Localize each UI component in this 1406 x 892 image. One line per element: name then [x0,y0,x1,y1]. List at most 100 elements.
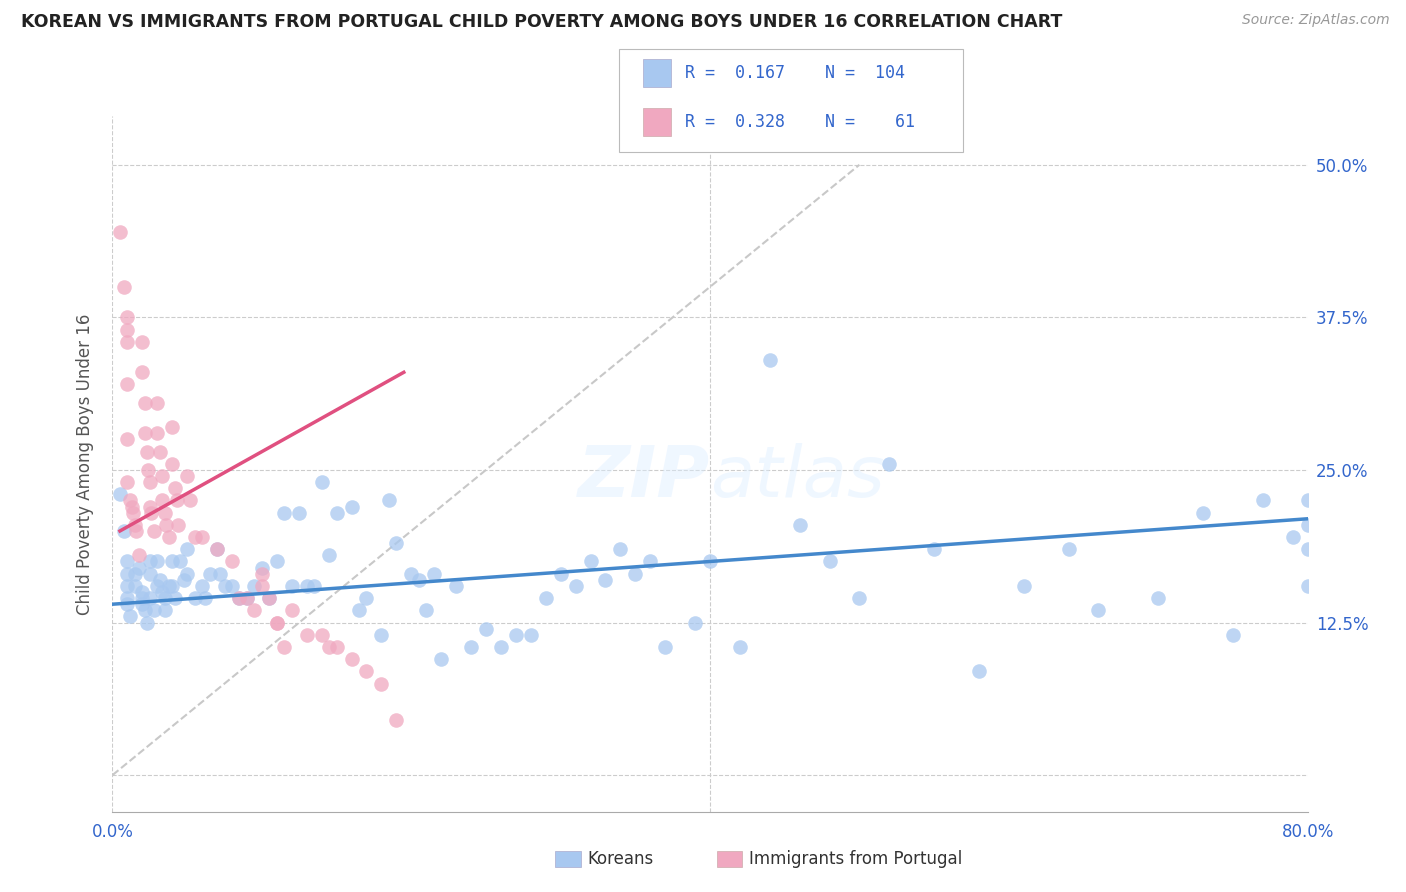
Point [356,591,378,606]
Point [117,579,139,593]
Text: ZIP: ZIP [578,443,710,512]
Point [475,622,498,636]
Point [131,334,153,349]
Point [1296,493,1319,508]
Point [550,566,572,581]
Point [236,591,259,606]
Point [595,573,617,587]
Point [534,591,557,606]
Point [208,566,231,581]
Point [131,597,153,611]
Point [266,615,288,630]
Point [295,579,318,593]
Point [167,517,190,532]
Point [1222,628,1244,642]
Point [162,579,183,593]
Point [139,554,162,568]
Point [340,500,363,514]
Point [139,591,162,606]
Point [114,280,135,294]
Point [422,566,444,581]
Text: R =  0.167    N =  104: R = 0.167 N = 104 [685,64,904,82]
Point [108,225,131,239]
Point [325,506,347,520]
Point [401,566,423,581]
Point [1281,530,1303,544]
Point [143,524,166,538]
Point [520,628,543,642]
Point [157,530,180,544]
Point [153,603,176,617]
Text: Koreans: Koreans [588,850,654,868]
Point [135,615,157,630]
Point [131,585,153,599]
Point [162,457,183,471]
Point [114,524,135,538]
Point [150,469,173,483]
Point [125,524,148,538]
Point [146,426,169,441]
Point [818,554,841,568]
Point [347,603,370,617]
Point [139,566,162,581]
Point [638,554,662,568]
Point [236,591,259,606]
Point [370,628,392,642]
Point [179,493,201,508]
Point [311,475,333,490]
Point [143,603,166,617]
Point [460,640,482,654]
Point [135,444,157,458]
Point [295,628,318,642]
Point [430,652,453,666]
Point [579,554,602,568]
Point [1251,493,1274,508]
Point [385,713,408,727]
Point [150,493,173,508]
Point [138,463,160,477]
Point [128,560,150,574]
Point [117,475,139,490]
Point [759,353,782,368]
Point [273,506,295,520]
Point [108,487,131,501]
Point [134,426,156,441]
Point [191,530,214,544]
Point [1192,506,1215,520]
Point [250,560,273,574]
Point [162,420,183,434]
Point [146,396,169,410]
Text: Immigrants from Portugal: Immigrants from Portugal [749,850,963,868]
Point [117,597,139,611]
Point [302,579,325,593]
Point [848,591,870,606]
Point [1296,542,1319,557]
Point [141,506,163,520]
Point [1087,603,1109,617]
Point [131,365,153,379]
Point [165,591,187,606]
Point [1147,591,1170,606]
Y-axis label: Child Poverty Among Boys Under 16: Child Poverty Among Boys Under 16 [76,313,94,615]
Point [728,640,751,654]
Point [1057,542,1080,557]
Point [153,506,176,520]
Point [325,640,347,654]
Point [221,579,243,593]
Point [165,481,187,495]
Point [683,615,706,630]
Point [176,542,198,557]
Point [117,554,139,568]
Point [122,506,145,520]
Point [150,585,173,599]
Point [699,554,721,568]
Point [205,542,228,557]
Point [415,603,437,617]
Point [408,573,430,587]
Point [117,334,139,349]
Point [281,603,304,617]
Point [1296,579,1319,593]
Point [117,377,139,392]
Point [198,566,221,581]
Point [124,566,146,581]
